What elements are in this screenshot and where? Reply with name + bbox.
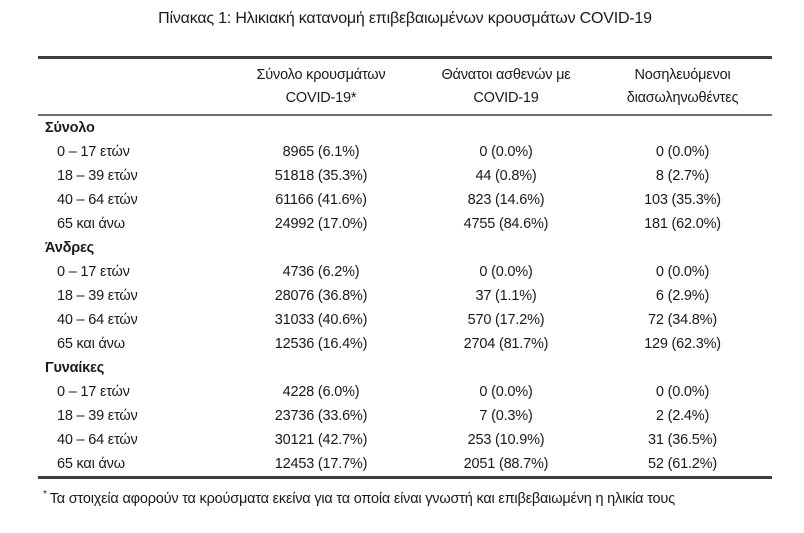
table-row: 0 – 17 ετών 8965 (6.1%) 0 (0.0%) 0 (0.0%) bbox=[38, 140, 772, 164]
table-row: 65 και άνω 12453 (17.7%) 2051 (88.7%) 52 (6… bbox=[38, 452, 772, 478]
age-group-label: 18 – 39 ετών bbox=[57, 288, 138, 304]
section-label: Σύνολο bbox=[45, 120, 95, 136]
report-page: Πίνακας 1: Ηλικιακή κατανομή επιβεβαιωμέ… bbox=[38, 10, 772, 510]
column-header-intubated: Νοσηλευόμενοι διασωληνωθέντες bbox=[593, 57, 772, 116]
table-row: 40 – 64 ετών 31033 (40.6%) 570 (17.2%) 72 (… bbox=[38, 308, 772, 332]
age-group-label: 40 – 64 ετών bbox=[57, 312, 138, 328]
age-group-label: 65 και άνω bbox=[57, 336, 125, 352]
table-row: 18 – 39 ετών 51818 (35.3%) 44 (0.8%) 8 (2.7… bbox=[38, 164, 772, 188]
section-label: Άνδρες bbox=[45, 240, 94, 256]
table-body: Σύνολο 0 – 17 ετών 8965 (6.1%) 0 (0.0%) 0 (0… bbox=[38, 115, 772, 478]
intubated-value: 0 (0.0%) bbox=[655, 264, 710, 280]
age-group-label: 0 – 17 ετών bbox=[57, 264, 130, 280]
column-header-cases-line1: Σύνολο κρουσμάτων bbox=[256, 67, 386, 83]
intubated-value: 31 (36.5%) bbox=[648, 432, 717, 448]
deaths-value: 7 (0.3%) bbox=[479, 408, 533, 424]
deaths-value: 4755 (84.6%) bbox=[463, 216, 549, 232]
intubated-value: 181 (62.0%) bbox=[644, 216, 721, 232]
footnote-asterisk-marker: * bbox=[43, 489, 47, 500]
intubated-value: 72 (34.8%) bbox=[648, 312, 717, 328]
section-header-row: Σύνολο bbox=[38, 115, 772, 140]
age-group-label: 40 – 64 ετών bbox=[57, 432, 138, 448]
intubated-value: 0 (0.0%) bbox=[655, 144, 710, 160]
column-header-intubated-line1: Νοσηλευόμενοι bbox=[634, 67, 731, 83]
cases-value: 28076 (36.8%) bbox=[274, 288, 368, 304]
intubated-value: 129 (62.3%) bbox=[644, 336, 721, 352]
table-row: 18 – 39 ετών 23736 (33.6%) 7 (0.3%) 2 (2.4%… bbox=[38, 404, 772, 428]
column-header-cases: Σύνολο κρουσμάτων COVID-19* bbox=[223, 57, 419, 116]
deaths-value: 823 (14.6%) bbox=[467, 192, 545, 208]
table-row: 65 και άνω 12536 (16.4%) 2704 (81.7%) 129 (… bbox=[38, 332, 772, 356]
covid-age-distribution-table: Σύνολο κρουσμάτων COVID-19* Θάνατοι ασθε… bbox=[38, 56, 772, 479]
table-row: 0 – 17 ετών 4228 (6.0%) 0 (0.0%) 0 (0.0%) bbox=[38, 380, 772, 404]
column-header-intubated-line2: διασωληνωθέντες bbox=[626, 90, 739, 106]
age-group-label: 40 – 64 ετών bbox=[57, 192, 138, 208]
age-group-label: 65 και άνω bbox=[57, 456, 125, 472]
deaths-value: 2704 (81.7%) bbox=[463, 336, 549, 352]
deaths-value: 2051 (88.7%) bbox=[463, 456, 549, 472]
column-header-cases-line2: COVID-19* bbox=[285, 90, 357, 106]
deaths-value: 44 (0.8%) bbox=[475, 168, 537, 184]
table-title: Πίνακας 1: Ηλικιακή κατανομή επιβεβαιωμέ… bbox=[158, 10, 652, 27]
footnote: * Τα στοιχεία αφορούν τα κρούσματα εκείνα… bbox=[38, 484, 772, 510]
cases-value: 4228 (6.0%) bbox=[282, 384, 360, 400]
table-row: 40 – 64 ετών 30121 (42.7%) 253 (10.9%) 31 (… bbox=[38, 428, 772, 452]
table-row: 40 – 64 ετών 61166 (41.6%) 823 (14.6%) 103 … bbox=[38, 188, 772, 212]
section-label: Γυναίκες bbox=[45, 360, 105, 376]
column-header-deaths-line1: Θάνατοι ασθενών με bbox=[441, 67, 571, 83]
cases-value: 51818 (35.3%) bbox=[274, 168, 368, 184]
column-header-empty bbox=[38, 57, 223, 116]
column-header-deaths: Θάνατοι ασθενών με COVID-19 bbox=[419, 57, 593, 116]
intubated-value: 2 (2.4%) bbox=[655, 408, 710, 424]
age-group-label: 18 – 39 ετών bbox=[57, 408, 138, 424]
table-header: Σύνολο κρουσμάτων COVID-19* Θάνατοι ασθε… bbox=[38, 57, 772, 116]
intubated-value: 8 (2.7%) bbox=[655, 168, 710, 184]
cases-value: 12536 (16.4%) bbox=[274, 336, 368, 352]
column-header-deaths-line2: COVID-19 bbox=[473, 90, 539, 106]
deaths-value: 37 (1.1%) bbox=[475, 288, 537, 304]
cases-value: 4736 (6.2%) bbox=[282, 264, 360, 280]
cases-value: 31033 (40.6%) bbox=[274, 312, 368, 328]
cases-value: 23736 (33.6%) bbox=[274, 408, 368, 424]
intubated-value: 0 (0.0%) bbox=[655, 384, 710, 400]
age-group-label: 0 – 17 ετών bbox=[57, 144, 130, 160]
cases-value: 8965 (6.1%) bbox=[282, 144, 360, 160]
table-row: 0 – 17 ετών 4736 (6.2%) 0 (0.0%) 0 (0.0%) bbox=[38, 260, 772, 284]
section-header-row: Γυναίκες bbox=[38, 356, 772, 380]
deaths-value: 0 (0.0%) bbox=[479, 264, 533, 280]
deaths-value: 0 (0.0%) bbox=[479, 384, 533, 400]
cases-value: 24992 (17.0%) bbox=[274, 216, 368, 232]
intubated-value: 6 (2.9%) bbox=[655, 288, 710, 304]
age-group-label: 65 και άνω bbox=[57, 216, 125, 232]
age-group-label: 0 – 17 ετών bbox=[57, 384, 130, 400]
deaths-value: 0 (0.0%) bbox=[479, 144, 533, 160]
cases-value: 61166 (41.6%) bbox=[275, 192, 367, 208]
age-group-label: 18 – 39 ετών bbox=[57, 168, 138, 184]
intubated-value: 52 (61.2%) bbox=[648, 456, 717, 472]
header-row: Σύνολο κρουσμάτων COVID-19* Θάνατοι ασθε… bbox=[38, 57, 772, 116]
table-row: 18 – 39 ετών 28076 (36.8%) 37 (1.1%) 6 (2.9… bbox=[38, 284, 772, 308]
table-row: 65 και άνω 24992 (17.0%) 4755 (84.6%) 181 (… bbox=[38, 212, 772, 236]
cases-value: 12453 (17.7%) bbox=[274, 456, 368, 472]
cases-value: 30121 (42.7%) bbox=[274, 432, 368, 448]
section-header-row: Άνδρες bbox=[38, 236, 772, 260]
deaths-value: 570 (17.2%) bbox=[467, 312, 545, 328]
intubated-value: 103 (35.3%) bbox=[644, 192, 721, 208]
footnote-text: Τα στοιχεία αφορούν τα κρούσματα εκείνα … bbox=[49, 490, 675, 507]
deaths-value: 253 (10.9%) bbox=[467, 432, 545, 448]
